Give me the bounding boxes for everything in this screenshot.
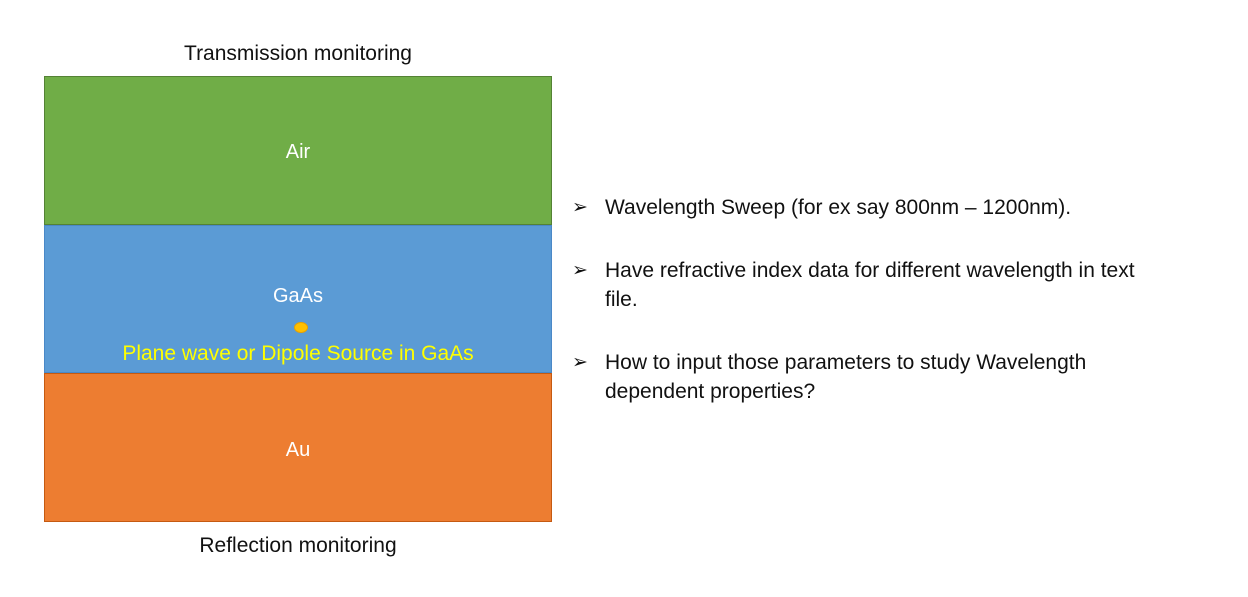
- layer-air: Air: [44, 76, 552, 225]
- note-text-wavelength-sweep: Wavelength Sweep (for ex say 800nm – 120…: [605, 196, 1072, 219]
- layer-au: Au: [44, 373, 552, 522]
- layer-gaas: GaAs Plane wave or Dipole Source in GaAs: [44, 225, 552, 373]
- source-caption: Plane wave or Dipole Source in GaAs: [122, 342, 474, 365]
- source-dot-icon: [294, 322, 308, 333]
- note-text-refractive-index: Have refractive index data for different…: [605, 259, 1135, 311]
- list-item: ➢ How to input those parameters to study…: [572, 348, 1232, 406]
- list-item: ➢ Have refractive index data for differe…: [572, 256, 1232, 314]
- layer-au-label: Au: [285, 439, 311, 461]
- layer-gaas-label: GaAs: [272, 285, 324, 307]
- note-text-input-parameters: How to input those parameters to study W…: [605, 351, 1087, 403]
- arrow-bullet-icon: ➢: [572, 260, 588, 281]
- notes-list: ➢ Wavelength Sweep (for ex say 800nm – 1…: [572, 193, 1232, 440]
- list-item: ➢ Wavelength Sweep (for ex say 800nm – 1…: [572, 193, 1232, 222]
- arrow-bullet-icon: ➢: [572, 197, 588, 218]
- arrow-bullet-icon: ➢: [572, 352, 588, 373]
- layer-air-label: Air: [285, 141, 311, 163]
- reflection-monitoring-label: Reflection monitoring: [199, 534, 397, 557]
- transmission-monitoring-label: Transmission monitoring: [184, 42, 412, 65]
